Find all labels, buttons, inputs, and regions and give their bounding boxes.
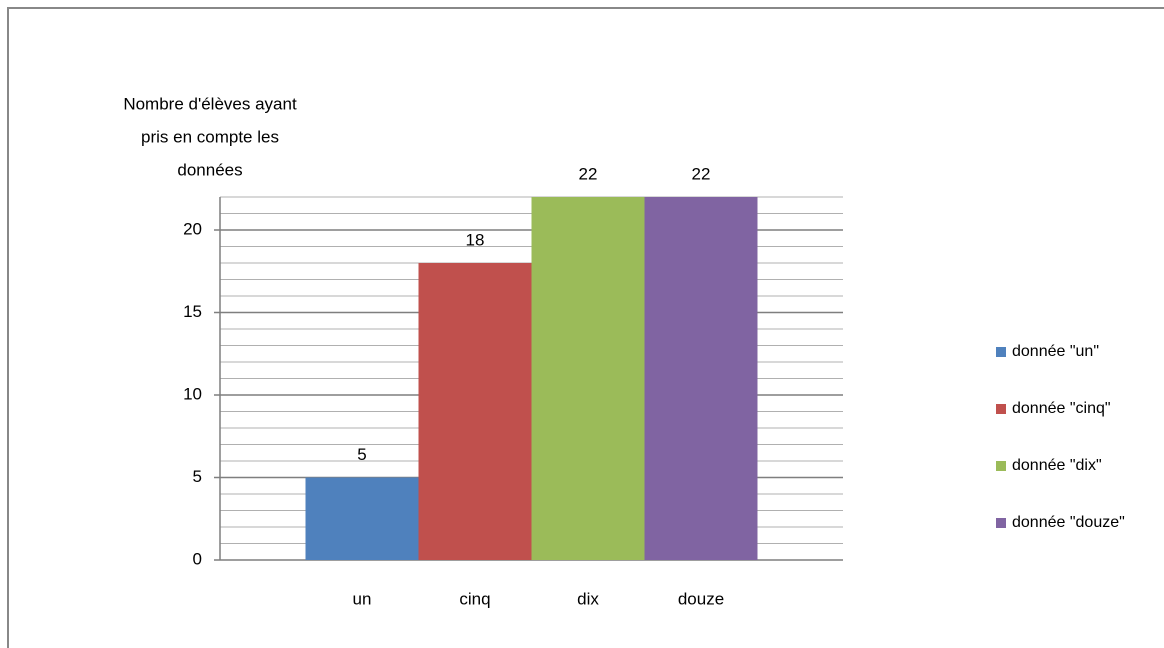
legend-label: donnée "douze" — [1012, 514, 1125, 531]
x-tick-label: cinq — [459, 589, 490, 608]
y-tick-label: 10 — [183, 384, 202, 403]
legend-swatch — [996, 461, 1006, 471]
x-tick-label: un — [353, 589, 372, 608]
x-tick-label: douze — [678, 589, 724, 608]
y-tick-label: 20 — [183, 219, 202, 238]
y-axis-title: pris en compte les — [141, 127, 279, 146]
bar — [418, 263, 532, 560]
x-tick-label: dix — [577, 589, 599, 608]
y-tick-label: 0 — [193, 549, 202, 568]
legend-label: donnée "dix" — [1012, 457, 1102, 474]
bar — [531, 197, 645, 560]
bar — [305, 477, 419, 560]
legend-swatch — [996, 518, 1006, 528]
y-tick-label: 15 — [183, 302, 202, 321]
legend-swatch — [996, 347, 1006, 357]
y-axis-title: données — [177, 160, 242, 179]
bar — [644, 197, 758, 560]
data-label: 18 — [466, 230, 485, 249]
legend-label: donnée "un" — [1012, 343, 1099, 360]
y-axis-title: Nombre d'élèves ayant — [123, 94, 297, 113]
legend-swatch — [996, 404, 1006, 414]
data-label: 22 — [579, 164, 598, 183]
y-tick-label: 5 — [193, 467, 202, 486]
legend-label: donnée "cinq" — [1012, 400, 1111, 417]
data-label: 22 — [692, 164, 711, 183]
data-label: 5 — [357, 445, 366, 464]
